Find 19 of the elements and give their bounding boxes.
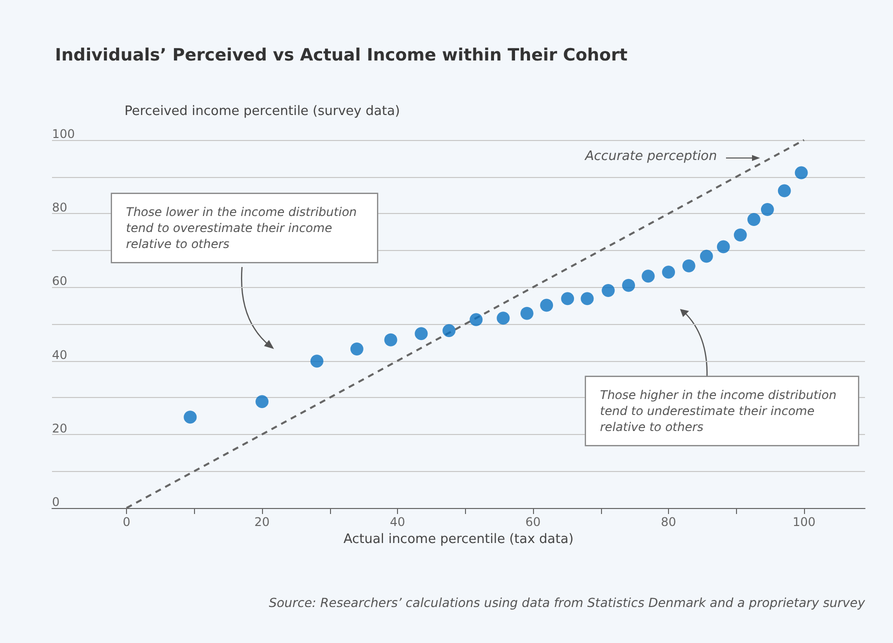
y-tick-label: 80 (52, 200, 68, 215)
chart-title: Individuals’ Perceived vs Actual Income within Their Cohort (55, 46, 628, 66)
x-tick-label: 20 (254, 515, 270, 529)
x-tick-label: 40 (390, 515, 406, 529)
y-tick-label: 40 (52, 348, 68, 362)
y-axis-title: Perceived income percentile (survey data) (124, 104, 400, 119)
y-tick-label: 60 (52, 274, 68, 288)
x-tick-label: 0 (122, 515, 130, 529)
source-note: Source: Researchers’ calculations using data from Statistics Denmark and a proprietary survey (268, 595, 866, 610)
x-axis-title: Actual income percentile (tax data) (343, 532, 574, 547)
annotation: Those lower in the income distribution tend to overestimate their income relative to others (126, 205, 361, 251)
y-tick-label: 100 (52, 127, 75, 141)
annotation: Accurate perception (584, 149, 718, 164)
annotation: Those higher in the income distribution tend to underestimate their income relative to others (600, 388, 840, 434)
x-tick-label: 80 (660, 515, 676, 529)
x-tick-label: 60 (525, 515, 541, 529)
y-tick-label: 20 (52, 421, 68, 436)
y-tick-label: 0 (52, 495, 60, 509)
x-tick-label: 100 (792, 515, 816, 529)
